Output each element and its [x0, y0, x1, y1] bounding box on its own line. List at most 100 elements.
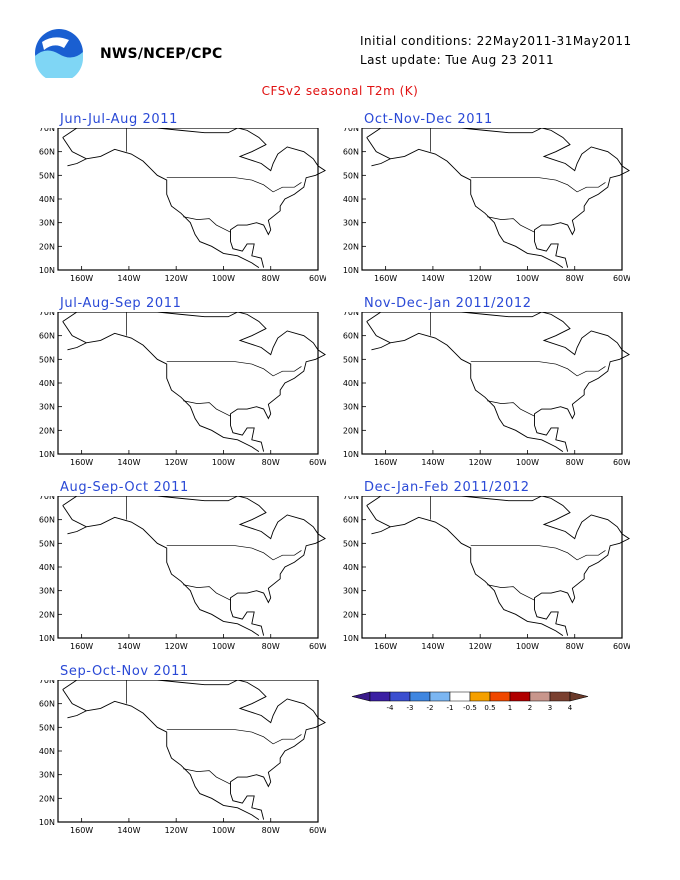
lon-label: 80W	[566, 458, 584, 467]
lat-label: 40N	[343, 195, 359, 204]
lat-label: 60N	[343, 516, 359, 525]
lon-label: 120W	[165, 826, 188, 835]
lon-label: 160W	[70, 642, 93, 651]
border-line	[487, 216, 535, 233]
lat-label: 60N	[343, 332, 359, 341]
lon-label: 60W	[309, 642, 326, 651]
lat-label: 40N	[343, 563, 359, 572]
lon-label: 80W	[566, 274, 584, 283]
lat-label: 10N	[343, 266, 359, 275]
colorbar-label: -0.5	[463, 704, 477, 712]
panel-title: Sep-Oct-Nov 2011	[60, 664, 189, 679]
coastline	[62, 312, 326, 452]
coastline	[371, 526, 391, 535]
lat-label: 70N	[39, 128, 55, 133]
lat-label: 30N	[39, 403, 55, 412]
lat-label: 30N	[343, 219, 359, 228]
coastline	[366, 321, 564, 453]
lat-label: 20N	[343, 426, 359, 435]
lon-label: 60W	[309, 274, 326, 283]
coastline	[62, 680, 326, 820]
lat-label: 50N	[343, 539, 359, 548]
border-line	[166, 729, 302, 745]
colorbar-segment	[449, 691, 471, 702]
lat-label: 10N	[39, 818, 55, 827]
lon-label: 160W	[70, 826, 93, 835]
lat-label: 10N	[39, 634, 55, 643]
map-frame	[57, 128, 319, 271]
colorbar-segment	[549, 691, 571, 702]
lon-label: 140W	[421, 458, 444, 467]
lon-label: 120W	[469, 274, 492, 283]
lon-label: 120W	[165, 642, 188, 651]
lon-label: 140W	[421, 274, 444, 283]
lat-label: 20N	[39, 426, 55, 435]
lon-label: 140W	[421, 642, 444, 651]
lat-label: 30N	[39, 587, 55, 596]
border-line	[183, 400, 231, 417]
border-line	[166, 177, 302, 193]
colorbar-segment	[509, 691, 531, 702]
lat-label: 60N	[39, 700, 55, 709]
lon-label: 120W	[165, 458, 188, 467]
lat-label: 20N	[39, 794, 55, 803]
lat-label: 30N	[39, 219, 55, 228]
map-panel: 70N 60N 50N 40N 30N 20N 10N 160W 140W 120W 100W 80W…	[39, 680, 326, 835]
colorbar-label: -3	[407, 704, 414, 712]
lat-label: 40N	[39, 563, 55, 572]
colorbar-high-end	[569, 691, 589, 702]
lat-label: 40N	[343, 379, 359, 388]
border-line	[470, 177, 606, 193]
lon-label: 60W	[309, 826, 326, 835]
lon-label: 120W	[469, 458, 492, 467]
lon-label: 80W	[566, 642, 584, 651]
map-panel: 70N 60N 50N 40N 30N 20N 10N 160W 140W 120W 100W 80W…	[343, 312, 630, 467]
coastline	[67, 158, 87, 167]
colorbar-segment	[369, 691, 391, 702]
coastline	[62, 128, 326, 268]
lon-label: 160W	[70, 274, 93, 283]
lon-label: 60W	[613, 274, 630, 283]
lat-label: 50N	[39, 171, 55, 180]
coastline	[67, 342, 87, 351]
lon-label: 100W	[516, 642, 539, 651]
noaa-logo	[34, 28, 84, 82]
coastline	[366, 137, 564, 269]
lon-label: 100W	[212, 826, 235, 835]
map-frame	[361, 312, 623, 455]
colorbar-segment	[529, 691, 551, 702]
panel-title: Jul-Aug-Sep 2011	[60, 296, 182, 311]
panel-title: Jun-Jul-Aug 2011	[60, 112, 179, 127]
map-panel: 70N 60N 50N 40N 30N 20N 10N 160W 140W 120W 100W 80W…	[343, 128, 630, 283]
lon-label: 160W	[70, 458, 93, 467]
figure-title: CFSv2 seasonal T2m (K)	[261, 84, 419, 98]
lat-label: 20N	[343, 242, 359, 251]
colorbar-segment	[389, 691, 411, 702]
border-line	[166, 361, 302, 377]
lat-label: 60N	[39, 516, 55, 525]
lat-label: 20N	[39, 610, 55, 619]
colorbar-label: 2	[528, 704, 532, 712]
colorbar-label: 1	[508, 704, 512, 712]
colorbar-label: -1	[447, 704, 454, 712]
lat-label: 30N	[39, 771, 55, 780]
lon-label: 140W	[117, 826, 140, 835]
lat-label: 50N	[343, 355, 359, 364]
colorbar-segment	[489, 691, 511, 702]
panel-title: Aug-Sep-Oct 2011	[60, 480, 189, 495]
lon-label: 60W	[613, 458, 630, 467]
lon-label: 160W	[374, 642, 397, 651]
lat-label: 20N	[343, 610, 359, 619]
coastline	[62, 496, 326, 636]
map-frame	[361, 496, 623, 639]
coastline	[366, 312, 630, 452]
lat-label: 10N	[343, 450, 359, 459]
last-update: Last update: Tue Aug 23 2011	[360, 53, 555, 67]
lon-label: 100W	[516, 458, 539, 467]
initial-conditions: Initial conditions: 22May2011-31May2011	[360, 34, 632, 48]
lon-label: 80W	[262, 458, 280, 467]
map-frame	[57, 680, 319, 823]
lat-label: 40N	[39, 379, 55, 388]
coastline	[371, 342, 391, 351]
border-line	[183, 216, 231, 233]
